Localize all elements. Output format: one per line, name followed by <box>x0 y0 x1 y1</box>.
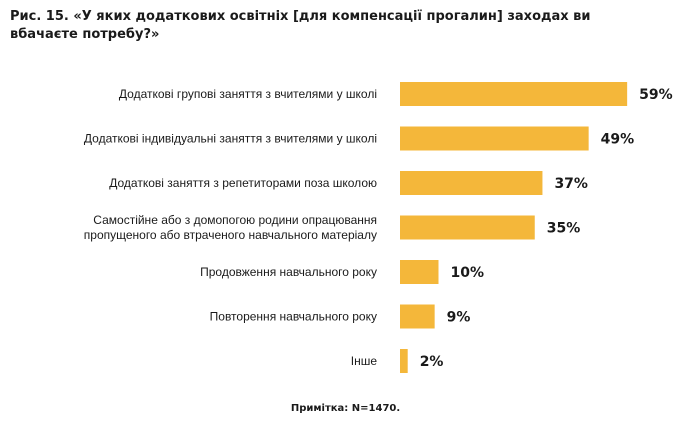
bar-7 <box>400 349 408 373</box>
category-label-line: Додаткові заняття з репетиторами поза шк… <box>109 176 377 190</box>
category-label-line: Додаткові групові заняття з вчителями у … <box>119 87 377 101</box>
category-label-line: Самостійне або з домопогою родини опрацю… <box>93 213 377 227</box>
value-label-1: 59% <box>639 87 673 103</box>
bar-2 <box>400 126 589 151</box>
bar-4 <box>400 215 535 240</box>
category-label-line: Повторення навчального року <box>210 310 377 324</box>
category-label-line: Додаткові індивідуальні заняття з вчител… <box>84 132 377 146</box>
value-label-6: 9% <box>447 310 471 326</box>
category-label-1: Додаткові групові заняття з вчителями у … <box>119 87 377 101</box>
value-label-7: 2% <box>420 354 444 370</box>
category-label-line: Продовження навчального року <box>200 265 377 279</box>
category-label-7: Інше <box>351 354 378 368</box>
category-label-line: пропущеного або втраченого навчального м… <box>84 228 377 242</box>
chart-title: Рис. 15. «У яких додаткових освітніх [дл… <box>10 9 591 42</box>
bar-5 <box>400 260 439 284</box>
value-label-2: 49% <box>601 132 635 148</box>
bar-1 <box>400 82 628 106</box>
category-label-2: Додаткові індивідуальні заняття з вчител… <box>84 132 377 146</box>
value-label-5: 10% <box>451 265 485 281</box>
category-label-5: Продовження навчального року <box>200 265 377 279</box>
bar-3 <box>400 171 543 195</box>
chart-note: Примітка: N=1470. <box>290 403 401 414</box>
category-label-4: Самостійне або з домопогою родини опрацю… <box>84 213 377 242</box>
value-label-4: 35% <box>547 221 581 237</box>
category-label-line: Інше <box>351 354 378 368</box>
category-label-3: Додаткові заняття з репетиторами поза шк… <box>109 176 377 190</box>
value-label-3: 37% <box>554 176 588 192</box>
category-label-6: Повторення навчального року <box>210 310 377 324</box>
bar-6 <box>400 304 435 329</box>
